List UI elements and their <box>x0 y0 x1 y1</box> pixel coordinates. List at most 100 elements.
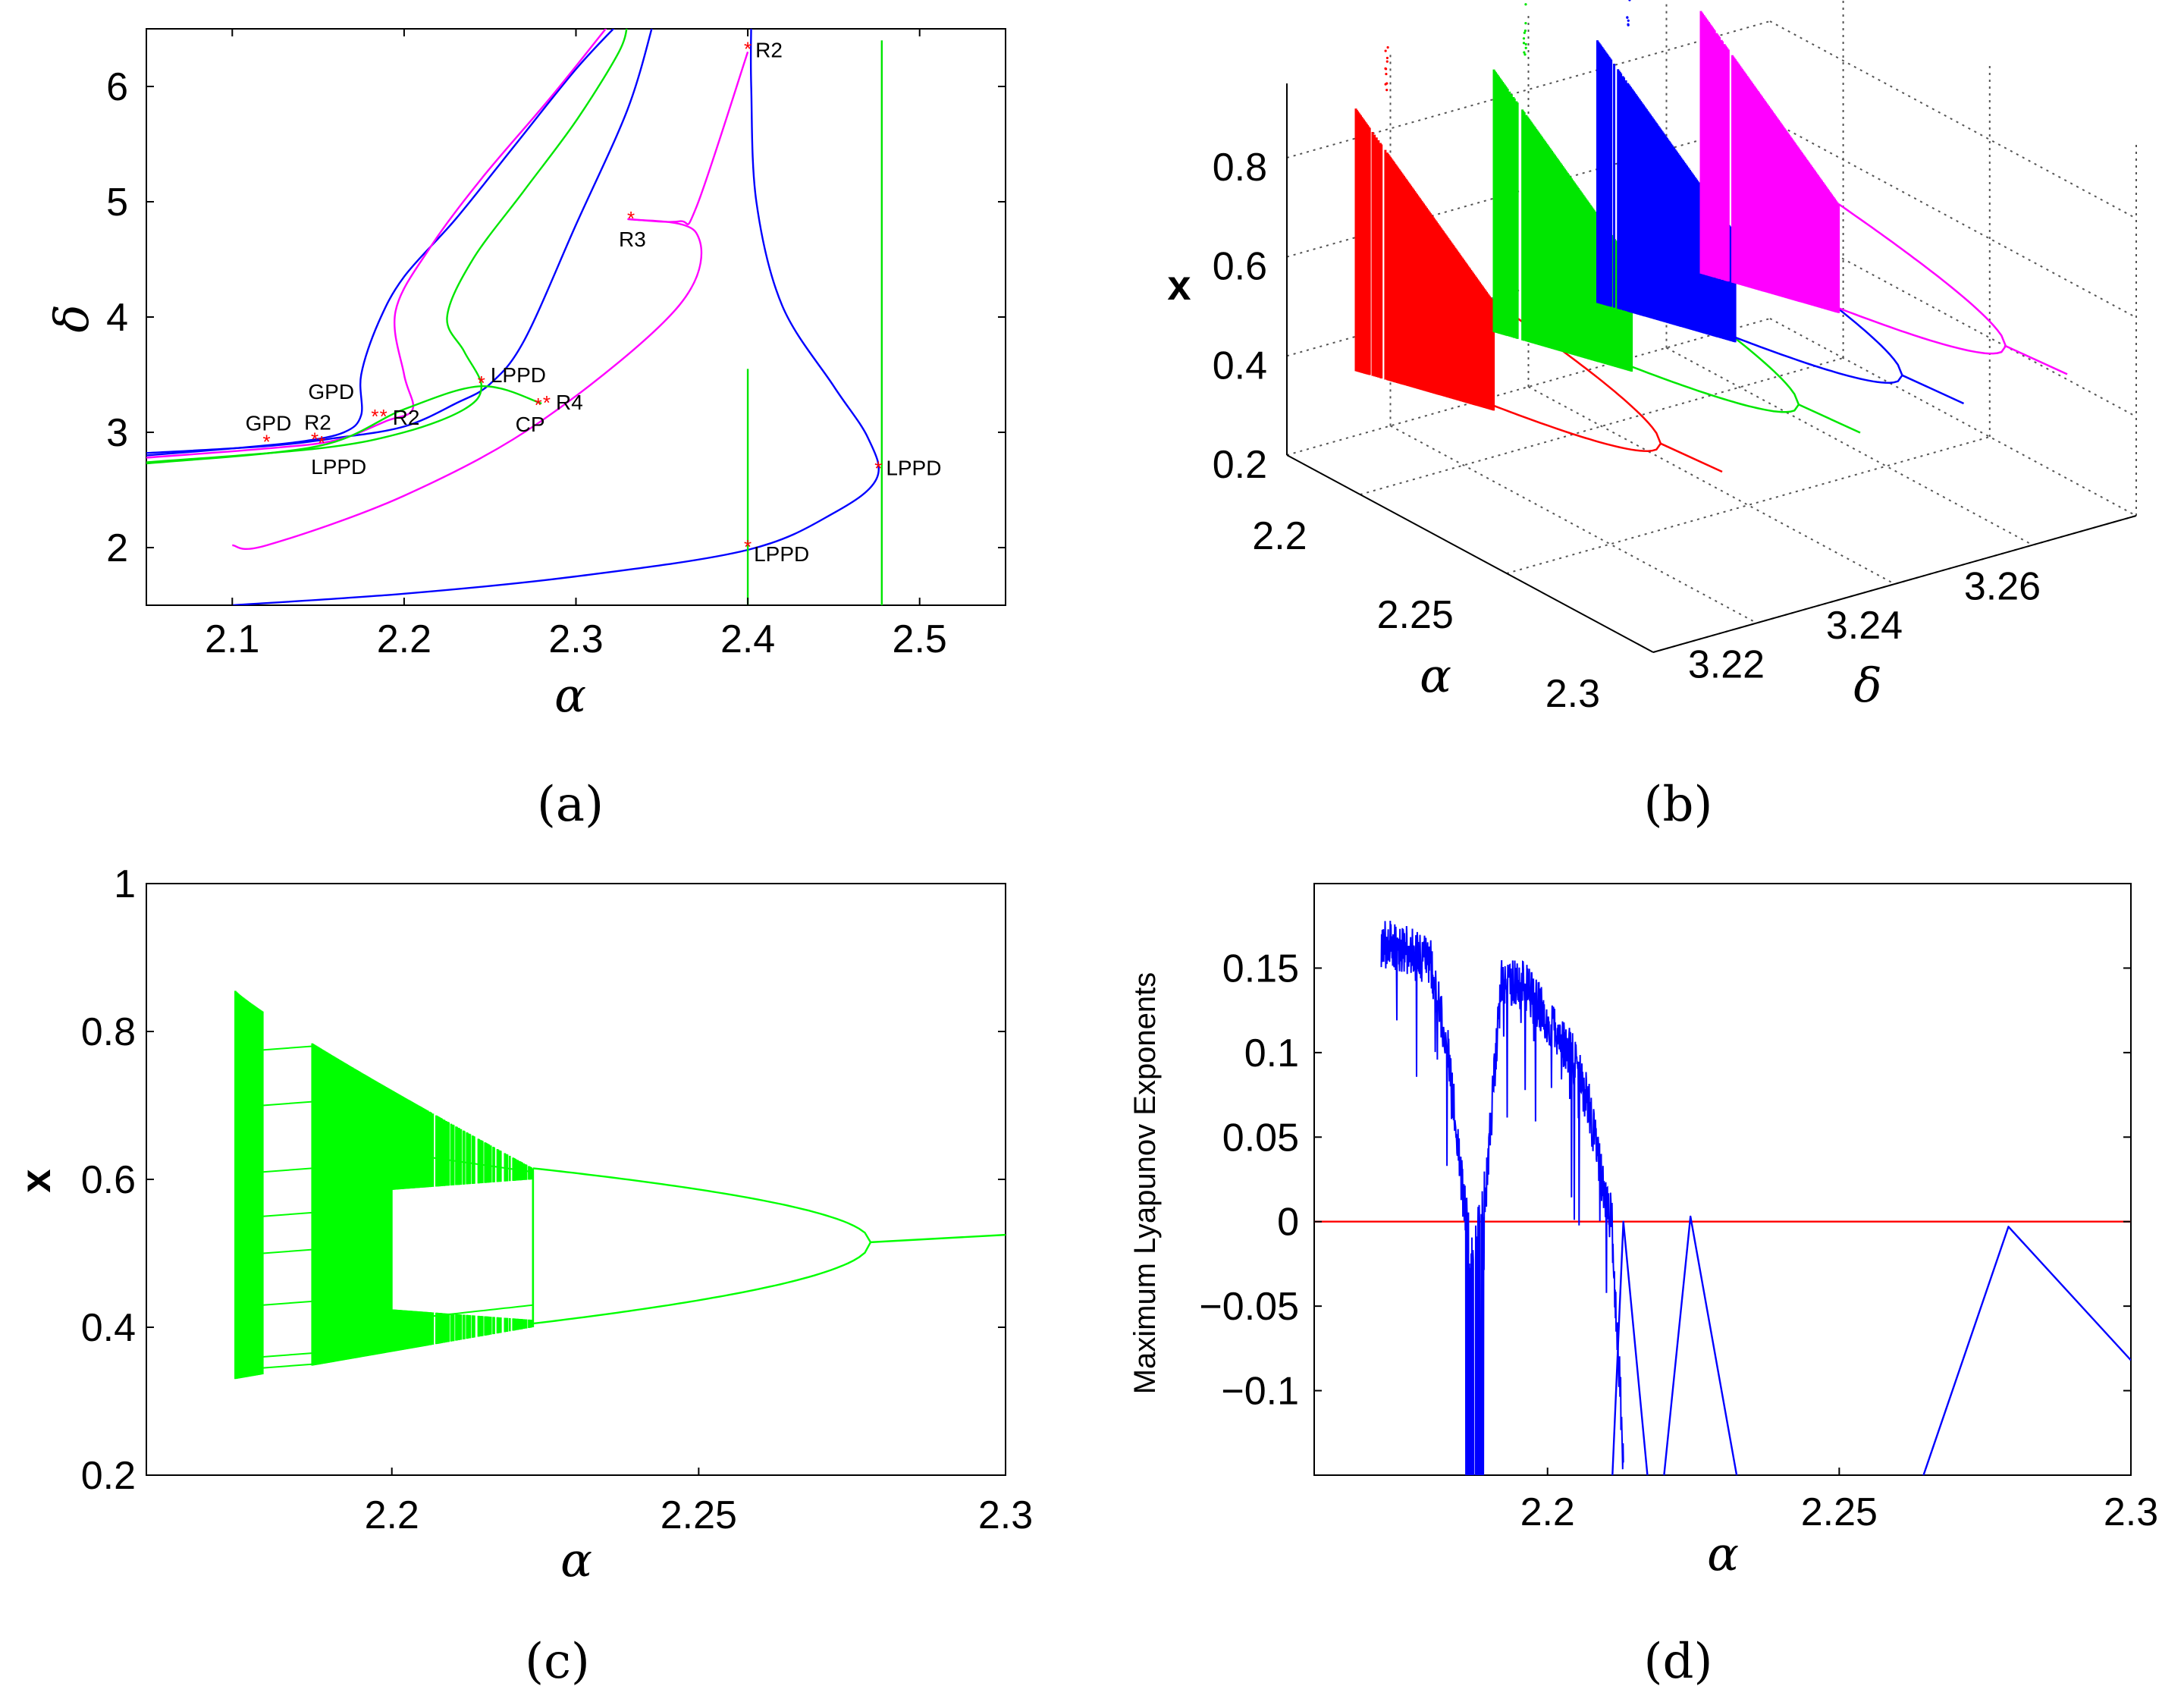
panel-a-marker: * <box>627 207 635 230</box>
panel-b-delta-tick: 3.26 <box>1964 565 2041 609</box>
panel-a-curve-magenta-R3 <box>627 52 749 225</box>
panel-c-ytick-label: 0.4 <box>81 1306 136 1350</box>
panel-a-curve-green-lower <box>146 385 542 465</box>
panel-a-xtick-label: 2.3 <box>548 617 603 661</box>
panel-d-ytick-label: −0.05 <box>1199 1285 1299 1329</box>
panel-b-wall-grid <box>1769 318 2137 516</box>
panel-a-marker: * <box>874 457 882 480</box>
panel-b-alpha-tick: 2.25 <box>1377 593 1454 637</box>
panel-b-stray-point <box>1524 3 1527 6</box>
panel-a-marker: * <box>744 37 752 60</box>
panel-a-marker: * <box>318 432 325 454</box>
panel-b-series <box>1492 3 1861 434</box>
panel-c-xtick-label: 2.25 <box>661 1493 737 1537</box>
panel-a-marker-label: R2 <box>393 406 420 429</box>
panel-b-label: (b) <box>1644 777 1713 833</box>
panel-c-xtick-label: 2.2 <box>365 1493 419 1537</box>
panel-b-stray-point <box>1627 19 1630 22</box>
panel-a-marker-label: R3 <box>619 228 646 251</box>
panel-a-xlabel: α <box>554 667 586 723</box>
panel-a-ytick-label: 2 <box>106 526 128 570</box>
panel-a-ytick-label: 6 <box>106 65 128 109</box>
panel-c-ytick-label: 0.2 <box>81 1454 136 1498</box>
panel-b-x-tick: 0.8 <box>1213 146 1267 190</box>
panel-c-window-orbit <box>262 1167 312 1173</box>
panel-d-mle-arch <box>1922 1226 2131 1475</box>
panel-b-stray-point <box>1522 42 1526 45</box>
panel-c-ytick-label: 0.8 <box>81 1010 136 1054</box>
panel-b-stray-point <box>1385 89 1389 92</box>
panel-a-curve-blue-lower <box>232 29 880 605</box>
panel-b-stray-point <box>1523 51 1526 54</box>
panel-b-zlabel: δ <box>1853 658 1881 713</box>
panel-b-x-tick: 0.2 <box>1213 443 1267 487</box>
panel-b-x-tick: 0.4 <box>1213 344 1267 388</box>
panel-a-marker-label: LPPD <box>754 542 809 566</box>
panel-b-stray-point <box>1627 24 1630 27</box>
panel-b-stray-point <box>1523 29 1527 33</box>
panel-b-stray-point <box>1385 60 1389 63</box>
panel-d-ylabel: Maximum Lyapunov Exponents <box>1128 972 1162 1395</box>
panel-c-window-orbit <box>262 1100 312 1107</box>
panel-d-xtick-label: 2.25 <box>1801 1490 1878 1534</box>
panel-c-ylabel: x <box>11 1169 59 1192</box>
panel-b-floor-grid <box>1528 386 1895 585</box>
panel-b-stray-point <box>1524 22 1527 25</box>
panel-b-series <box>1354 46 1723 473</box>
panel-b-stray-point <box>1522 37 1526 40</box>
panel-d-ytick-label: 0.05 <box>1222 1116 1299 1160</box>
panel-a-xtick-label: 2.5 <box>893 617 947 661</box>
panel-d-ytick-label: 0.1 <box>1244 1031 1299 1075</box>
panel-b-branch <box>1631 366 1800 413</box>
panel-a-xtick-label: 2.4 <box>720 617 775 661</box>
panel-b-alpha-tick: 2.2 <box>1252 514 1307 558</box>
panel-c-xtick-label: 2.3 <box>978 1493 1033 1537</box>
panel-b-floor-grid <box>1390 425 1757 624</box>
panel-a-xtick-label: 2.1 <box>205 617 259 661</box>
panel-d: 2.2 2.25 2.3 0.15 0.1 0.05 0 −0.05 −0.1 α Maximu… <box>1128 883 2158 1690</box>
panel-a-marker-label: R2 <box>304 411 331 435</box>
panel-b-stray-point <box>1384 49 1387 52</box>
panel-c-window-orbit <box>262 1300 312 1306</box>
panel-c-inner-curve <box>391 1151 533 1173</box>
panel-b-ylabel: x <box>1167 261 1191 309</box>
panel-b-period1 <box>1660 442 1723 473</box>
panel-a-ylabel: δ <box>44 304 99 332</box>
panel-c-window-orbit <box>262 1248 312 1254</box>
panel-c-frame <box>146 883 1006 1476</box>
panel-a-marker: * <box>380 405 388 428</box>
panel-b-stray-point <box>1628 0 1631 2</box>
panel-a-marker-label: CP <box>516 413 545 436</box>
panel-a-ytick-label: 4 <box>106 296 128 340</box>
panel-a-marker: * <box>535 394 542 416</box>
panel-b-delta-axis <box>1652 515 2137 653</box>
panel-a-marker-label: GPD <box>308 380 354 403</box>
panel-b-alpha-tick: 2.3 <box>1545 672 1600 716</box>
panel-a-marker-label: R2 <box>755 38 783 61</box>
panel-b-xlabel: α <box>1420 648 1451 703</box>
panel-b-period1 <box>1901 374 1965 405</box>
panel-b-stray-point <box>1385 68 1388 71</box>
panel-b-stray-point <box>1524 42 1527 46</box>
panel-b-stray-point <box>1386 46 1389 49</box>
panel-a-ytick-label: 3 <box>106 411 128 455</box>
panel-a-curve-blue-upper <box>146 29 615 457</box>
panel-d-xtick-label: 2.2 <box>1520 1490 1575 1534</box>
panel-b-floor-grid <box>1360 357 1844 495</box>
panel-a-marker: * <box>744 535 752 558</box>
panel-a-curve-magenta-lower <box>232 218 703 550</box>
panel-a-marker-label: R4 <box>556 391 583 414</box>
panel-b-floor-grid <box>1506 436 1991 574</box>
panel-b-wall-grid <box>1286 318 1771 456</box>
panel-a-marker-label: LPPD <box>311 455 366 479</box>
panel-c-ytick-label: 1 <box>114 862 136 906</box>
panel-c-window-orbit <box>262 1045 312 1051</box>
panel-b-branch <box>1734 336 1903 384</box>
panel-b-stray-point <box>1523 31 1526 34</box>
panel-a-frame <box>146 28 1006 606</box>
panel-d-ytick-label: 0 <box>1277 1201 1299 1245</box>
panel-c-xlabel: α <box>560 1532 592 1587</box>
panel-a-ytick-label: 5 <box>106 181 128 224</box>
panel-b-stray-point <box>1385 56 1389 60</box>
